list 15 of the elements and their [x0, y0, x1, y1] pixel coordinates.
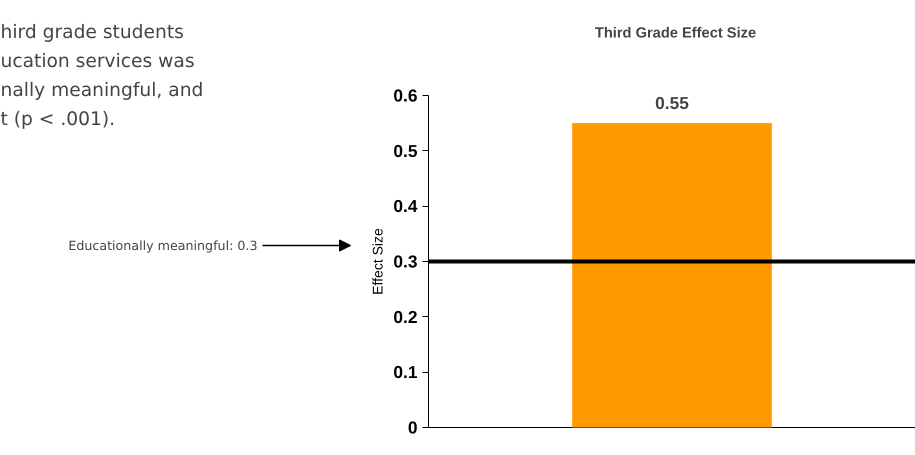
text: t (p < .001).: [0, 109, 116, 130]
text: hird grade students: [0, 22, 184, 43]
data-label: 0.55: [655, 93, 690, 114]
text: nally meaningful, and: [0, 80, 204, 101]
y-tick-label: 0.4: [393, 196, 418, 216]
y-tick-label: 0.6: [393, 86, 418, 106]
chart-title: Third Grade Effect Size: [594, 26, 756, 42]
y-tick-label: 0: [408, 418, 418, 438]
y-tick-label: 0.5: [393, 140, 418, 161]
y-tick-label: 0.3: [393, 252, 418, 272]
y-axis-title: Effect Size: [369, 228, 386, 295]
y-tick-label: 0.2: [393, 306, 418, 327]
text: ucation services was: [0, 51, 195, 72]
text: Educationally meaningful: 0.3: [68, 238, 258, 253]
y-tick-label: 0.1: [393, 362, 418, 382]
